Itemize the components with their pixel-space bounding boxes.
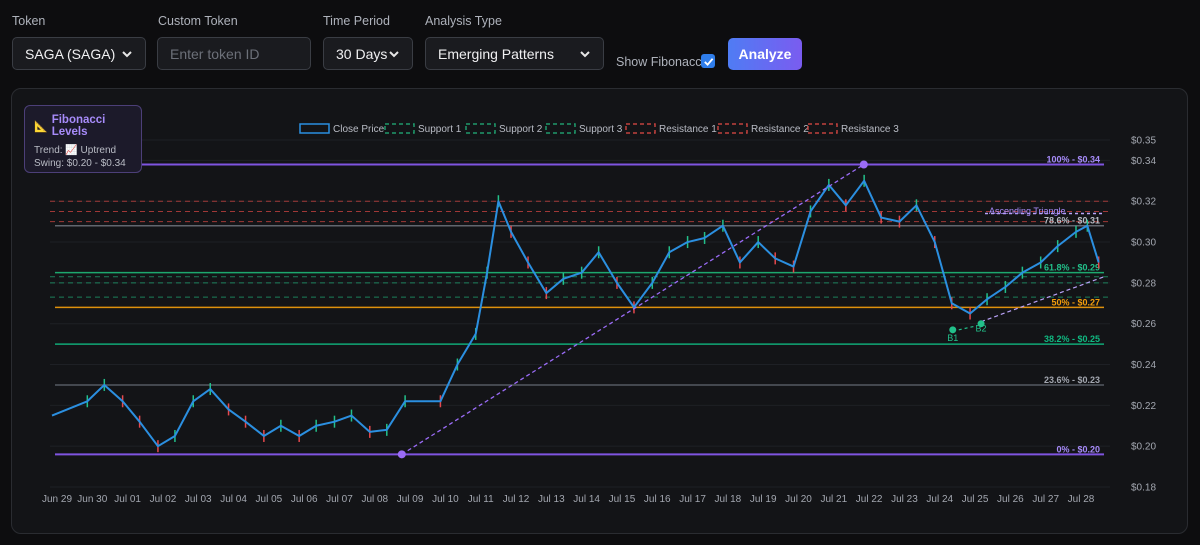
y-tick-label: $0.30 [1131, 238, 1156, 249]
legend-label: Resistance 3 [841, 124, 899, 135]
x-tick-label: Jul 26 [997, 494, 1024, 505]
fibonacci-info-panel: 📐 Fibonacci Levels Trend: 📈 Uptrend Swin… [24, 105, 142, 173]
fibonacci-trend: Trend: 📈 Uptrend [34, 145, 117, 156]
ruler-icon: 📐 [34, 120, 48, 133]
x-tick-label: Jul 18 [715, 494, 742, 505]
time-period-value: 30 Days [336, 45, 388, 62]
x-tick-label: Jul 13 [538, 494, 565, 505]
x-tick-label: Jul 10 [432, 494, 459, 505]
x-tick-label: Jul 19 [750, 494, 777, 505]
y-tick-label: $0.22 [1131, 401, 1156, 412]
custom-token-input[interactable]: Enter token ID [157, 37, 311, 70]
x-tick-label: Jul 01 [114, 494, 141, 505]
token-label: Token [12, 14, 46, 28]
legend-swatch [545, 123, 576, 134]
chevron-down-icon [389, 50, 399, 57]
analysis-type-select[interactable]: Emerging Patterns [425, 37, 604, 70]
swing-high-point [859, 160, 868, 169]
x-tick-label: Jul 24 [926, 494, 953, 505]
fibonacci-level-label: 0% - $0.20 [1056, 444, 1100, 454]
legend-swatch [465, 123, 496, 134]
legend-label: Resistance 2 [751, 124, 809, 135]
analyze-button[interactable]: Analyze [728, 38, 802, 70]
time-period-label: Time Period [323, 14, 390, 28]
x-tick-label: Jul 23 [891, 494, 918, 505]
pattern-point-b1-label: B1 [947, 333, 958, 343]
x-tick-label: Jul 11 [468, 494, 494, 505]
x-tick-label: Jul 04 [220, 494, 247, 505]
y-tick-label: $0.24 [1131, 360, 1156, 371]
pattern-support-line [980, 276, 1105, 323]
legend-label: Support 3 [579, 124, 623, 135]
fibonacci-level-label: 61.8% - $0.29 [1044, 263, 1100, 273]
chart-panel [11, 88, 1188, 534]
pattern-point-b2-label: B2 [976, 324, 987, 334]
x-tick-label: Jul 22 [856, 494, 883, 505]
x-tick-label: Jul 15 [609, 494, 636, 505]
token-select[interactable]: SAGA (SAGA) [12, 37, 146, 70]
x-tick-label: Jun 29 [42, 494, 72, 505]
time-period-select[interactable]: 30 Days [323, 37, 413, 70]
y-tick-label: $0.20 [1131, 442, 1156, 453]
x-tick-label: Jul 14 [573, 494, 600, 505]
x-tick-label: Jul 12 [503, 494, 530, 505]
legend-swatch [625, 123, 656, 134]
fibonacci-level-label: 23.6% - $0.23 [1044, 375, 1100, 385]
x-tick-label: Jul 28 [1068, 494, 1095, 505]
legend-swatch [384, 123, 415, 134]
fibonacci-level-label: 78.6% - $0.31 [1044, 216, 1100, 226]
x-tick-label: Jul 17 [679, 494, 706, 505]
x-tick-label: Jul 03 [185, 494, 212, 505]
y-tick-label: $0.34 [1131, 156, 1156, 167]
legend-swatch [299, 123, 330, 134]
x-tick-label: Jul 16 [644, 494, 671, 505]
fibonacci-level-label: 38.2% - $0.25 [1044, 334, 1100, 344]
swing-trend-line [401, 163, 865, 455]
pattern-label: Ascending Triangle [989, 206, 1066, 216]
x-tick-label: Jul 20 [785, 494, 812, 505]
x-tick-label: Jul 27 [1032, 494, 1059, 505]
fibonacci-level-label: 50% - $0.27 [1051, 297, 1100, 307]
y-tick-label: $0.26 [1131, 319, 1156, 330]
pattern-point-b1 [949, 326, 957, 334]
analysis-type-label: Analysis Type [425, 14, 502, 28]
custom-token-label: Custom Token [158, 14, 238, 28]
x-tick-label: Jul 06 [291, 494, 318, 505]
show-fibonacci-label: Show Fibonacci [616, 55, 705, 69]
pattern-point-b2 [977, 320, 985, 328]
fibonacci-swing: Swing: $0.20 - $0.34 [34, 158, 126, 169]
x-tick-label: Jul 09 [397, 494, 424, 505]
fibonacci-level-label: 100% - $0.34 [1046, 154, 1100, 164]
chevron-down-icon [122, 50, 132, 57]
x-tick-label: Jul 08 [361, 494, 388, 505]
token-select-value: SAGA (SAGA) [25, 45, 116, 62]
fibonacci-panel-title: Fibonacci Levels [51, 114, 106, 138]
y-tick-label: $0.18 [1131, 483, 1156, 494]
swing-low-point [397, 450, 406, 459]
x-tick-label: Jul 07 [326, 494, 353, 505]
show-fibonacci-checkbox[interactable] [701, 54, 715, 68]
legend-label: Support 2 [499, 124, 543, 135]
legend-swatch [807, 123, 838, 134]
legend-label: Support 1 [418, 124, 462, 135]
x-tick-label: Jul 21 [820, 494, 847, 505]
analysis-type-value: Emerging Patterns [438, 45, 554, 62]
y-tick-label: $0.32 [1131, 197, 1156, 208]
legend-label: Resistance 1 [659, 124, 717, 135]
x-tick-label: Jul 25 [962, 494, 989, 505]
checkmark-icon [703, 57, 713, 66]
chevron-down-icon [580, 50, 590, 57]
y-tick-label: $0.28 [1131, 278, 1156, 289]
pattern-base-line [958, 325, 978, 331]
x-tick-label: Jul 05 [256, 494, 283, 505]
x-tick-label: Jul 02 [150, 494, 177, 505]
close-price-line [51, 179, 1100, 448]
legend-swatch [717, 123, 748, 134]
legend-label: Close Price [333, 124, 385, 135]
custom-token-placeholder: Enter token ID [170, 45, 260, 62]
x-tick-label: Jun 30 [77, 494, 107, 505]
y-tick-label: $0.35 [1131, 136, 1156, 147]
